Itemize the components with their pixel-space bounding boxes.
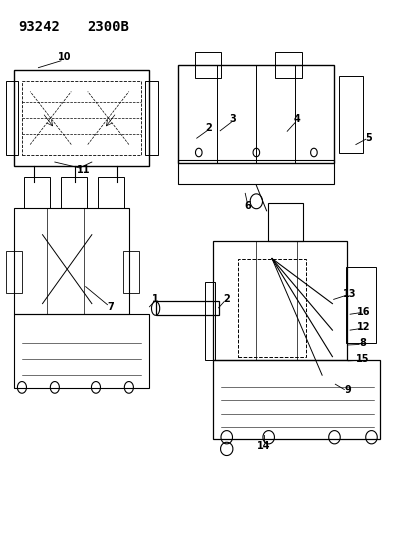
Bar: [178, 65, 334, 163]
Bar: [213, 241, 346, 360]
Bar: [5, 251, 22, 293]
Bar: [14, 314, 149, 389]
Bar: [14, 70, 149, 166]
Text: 2: 2: [204, 123, 211, 133]
Bar: [22, 81, 141, 155]
Bar: [194, 52, 221, 78]
Bar: [345, 266, 375, 343]
Text: 9: 9: [344, 384, 350, 394]
Bar: [24, 177, 50, 208]
Text: 13: 13: [342, 289, 356, 299]
Bar: [145, 81, 157, 155]
Text: 3: 3: [228, 114, 235, 124]
Text: 2300B: 2300B: [88, 20, 129, 34]
Bar: [267, 203, 302, 241]
Bar: [237, 259, 305, 357]
Text: 5: 5: [364, 133, 371, 143]
Bar: [14, 208, 128, 314]
Text: 15: 15: [355, 354, 368, 364]
Bar: [98, 177, 123, 208]
Text: 7: 7: [107, 302, 114, 312]
Bar: [213, 360, 379, 439]
Text: 8: 8: [358, 338, 365, 349]
Text: 2: 2: [223, 294, 230, 304]
Text: 4: 4: [292, 114, 299, 124]
Bar: [178, 160, 334, 184]
Bar: [61, 177, 86, 208]
Bar: [204, 282, 215, 360]
Text: 11: 11: [77, 165, 90, 175]
Bar: [274, 52, 301, 78]
Text: 12: 12: [356, 322, 370, 333]
Text: 1: 1: [152, 294, 159, 304]
Text: 93242: 93242: [18, 20, 59, 34]
Bar: [122, 251, 139, 293]
Bar: [338, 76, 362, 152]
Text: 6: 6: [243, 201, 250, 211]
Bar: [155, 302, 219, 316]
Text: 14: 14: [256, 441, 270, 451]
Text: 16: 16: [356, 306, 370, 317]
Text: 10: 10: [58, 52, 72, 62]
Bar: [5, 81, 18, 155]
